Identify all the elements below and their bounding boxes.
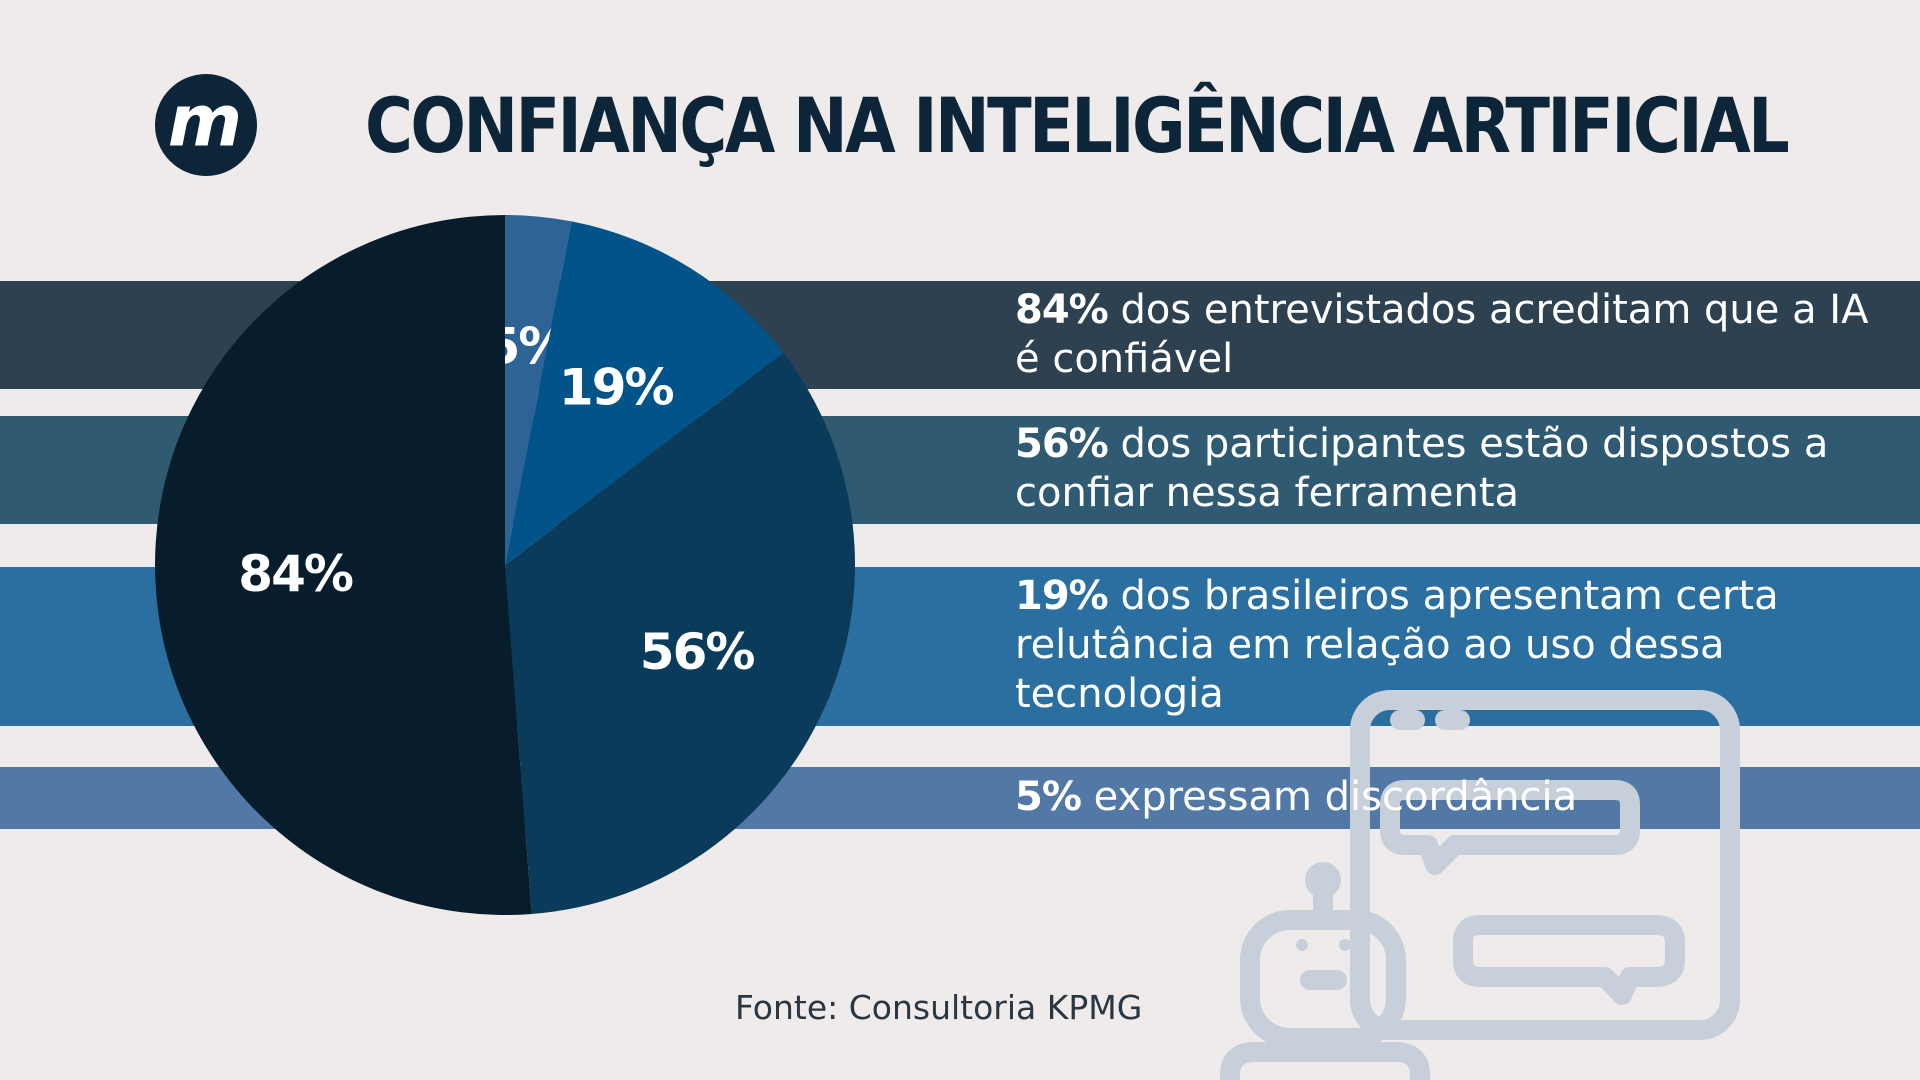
pie-slice-56 (505, 352, 855, 914)
statement-1: 84% dos entrevistados acreditam que a IA… (1015, 286, 1895, 384)
pie-chart: 5%19%56%84% (155, 215, 855, 915)
pie-label-84: 84% (238, 545, 353, 603)
statement-1-text: dos entrevistados acreditam que a IA é c… (1015, 287, 1869, 382)
statement-2-pct: 56% (1015, 421, 1109, 467)
pie-label-56: 56% (640, 623, 755, 681)
source-note: Fonte: Consultoria KPMG (735, 988, 1143, 1027)
statement-4-text: expressam discordância (1080, 774, 1578, 820)
robot-chat-icon (1220, 690, 1740, 1080)
statement-3: 19% dos brasileiros apresentam certa rel… (1015, 572, 1895, 719)
statement-2-text: dos participantes estão dispostos a conf… (1015, 421, 1829, 516)
pie-slice-84 (155, 215, 532, 915)
page-title: CONFIANÇA NA INTELIGÊNCIA ARTIFICIAL (365, 81, 1790, 170)
m-logo-icon: m (155, 74, 257, 176)
statement-3-pct: 19% (1015, 573, 1109, 619)
statement-1-pct: 84% (1015, 287, 1109, 333)
statement-2: 56% dos participantes estão dispostos a … (1015, 420, 1895, 518)
statement-4-pct: 5% (1015, 774, 1082, 820)
pie-label-19: 19% (559, 359, 674, 417)
pie-slice-5 (505, 215, 572, 565)
pie-slice-19 (505, 221, 784, 565)
logo-letter: m (168, 79, 242, 162)
statement-4: 5% expressam discordância (1015, 773, 1895, 822)
statement-3-text: dos brasileiros apresentam certa relutân… (1015, 573, 1779, 717)
